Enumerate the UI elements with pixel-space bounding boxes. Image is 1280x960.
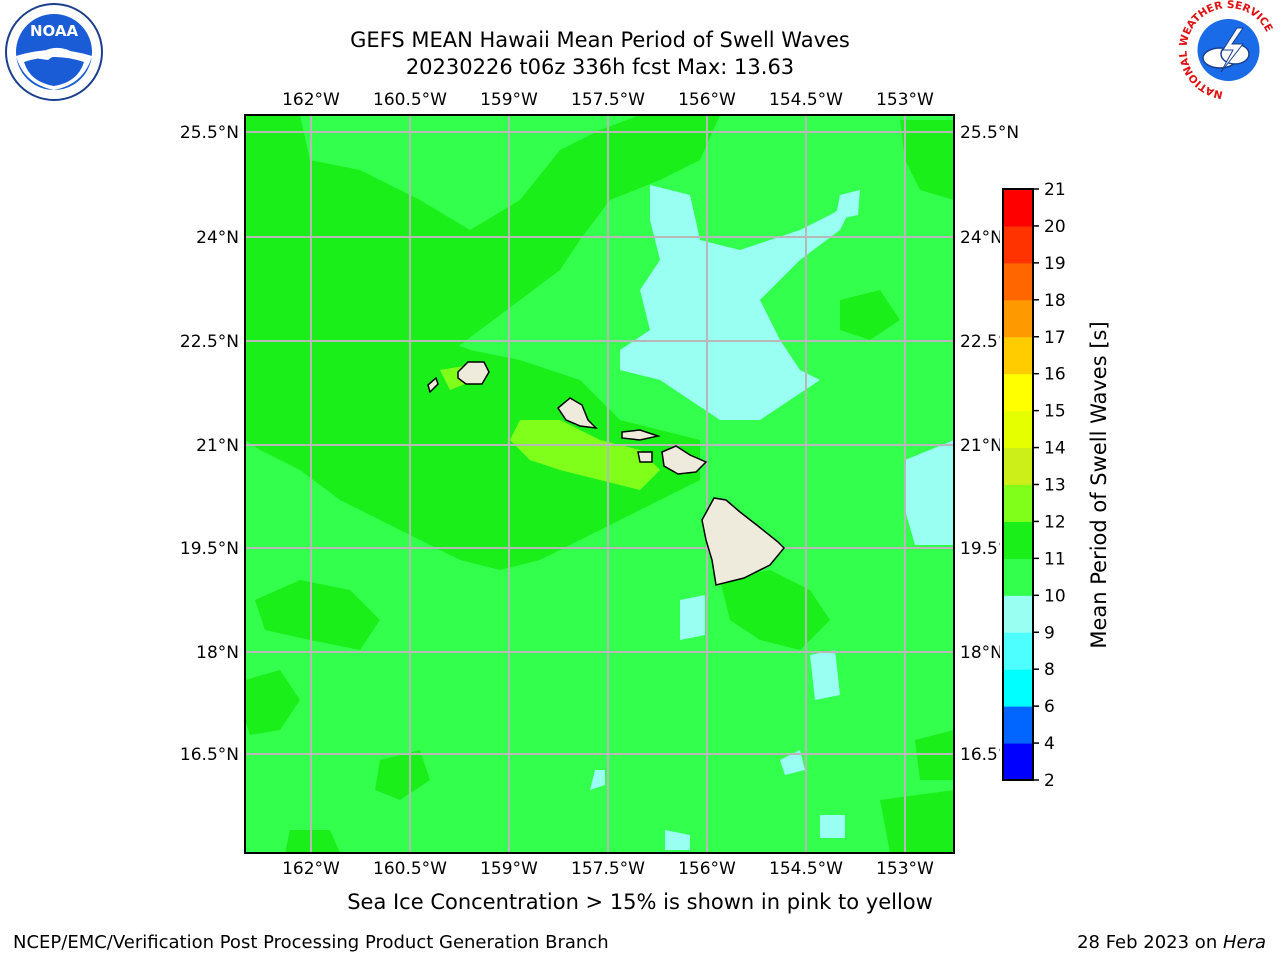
sea-ice-note: Sea Ice Concentration > 15% is shown in … (347, 890, 933, 914)
noaa-logo: NOAA (5, 3, 103, 101)
lon-label-bottom: 159°W (480, 859, 538, 879)
footer-branch: NCEP/EMC/Verification Post Processing Pr… (13, 932, 609, 953)
colorbar-tick-label: 18 (1044, 291, 1066, 311)
colorbar-tick-label: 6 (1044, 697, 1055, 717)
noaa-logo-text: NOAA (30, 22, 79, 40)
colorbar-swatch (1003, 373, 1033, 412)
lon-label-top: 159°W (480, 90, 538, 110)
lat-label-left: 18°N (196, 643, 239, 663)
colorbar-tick-label: 15 (1044, 402, 1066, 422)
colorbar-tick-label: 10 (1044, 586, 1066, 606)
lon-label-bottom: 157.5°W (571, 859, 645, 879)
colorbar-tick-label: 16 (1044, 365, 1066, 385)
colorbar-swatch (1003, 632, 1033, 670)
colorbar-tick-label: 17 (1044, 328, 1066, 348)
colorbar-tick-label: 8 (1044, 660, 1055, 680)
nws-logo: NATIONAL WEATHER SERVICE (1177, 0, 1277, 100)
lon-label-bottom: 154.5°W (769, 859, 843, 879)
colorbar-tick-label: 19 (1044, 254, 1066, 274)
lat-label-left: 16.5°N (180, 745, 239, 765)
period-band-9-10 (590, 185, 954, 850)
colorbar-swatch (1003, 189, 1033, 227)
footer-date-text: 28 Feb 2023 on (1077, 932, 1223, 953)
lon-labels-top: 162°W 160.5°W 159°W 157.5°W 156°W 154.5°… (282, 90, 934, 110)
colorbar-swatch (1003, 484, 1033, 522)
island-oahu (557, 397, 599, 430)
footer-date: 28 Feb 2023 on Hera (1077, 932, 1266, 953)
lon-label-bottom: 153°W (876, 859, 934, 879)
lon-label-top: 162°W (282, 90, 340, 110)
map-border (244, 114, 955, 854)
hawaiian-islands (427, 361, 786, 586)
island-maui (661, 445, 708, 475)
colorbar-tick-label: 2 (1044, 771, 1055, 791)
lon-labels-bottom: 162°W 160.5°W 159°W 157.5°W 156°W 154.5°… (282, 859, 934, 879)
lon-label-bottom: 162°W (282, 859, 340, 879)
colorbar-swatch (1003, 262, 1033, 301)
lat-label-left: 24°N (196, 228, 239, 248)
chart-title: GEFS MEAN Hawaii Mean Period of Swell Wa… (350, 28, 850, 52)
lat-label-right: 21°N (960, 436, 1003, 456)
period-band-11-12 (245, 115, 954, 853)
island-kauai (457, 361, 490, 385)
colorbar-swatch (1003, 743, 1033, 781)
colorbar-swatch (1003, 669, 1033, 707)
lon-label-top: 160.5°W (373, 90, 447, 110)
lon-label-top: 156°W (678, 90, 736, 110)
colorbar-swatch (1003, 336, 1033, 375)
island-lanai (637, 451, 653, 463)
colorbar-swatch (1003, 706, 1033, 744)
lon-label-top: 157.5°W (571, 90, 645, 110)
lat-label-right: 25.5°N (960, 123, 1019, 143)
colorbar-swatch (1003, 225, 1033, 264)
colorbar-tick-label: 9 (1044, 623, 1055, 643)
lat-label-left: 19.5°N (180, 539, 239, 559)
chart-subtitle: 20230226 t06z 336h fcst Max: 13.63 (405, 55, 795, 79)
map-plot-area (245, 115, 954, 853)
lat-label-right: 24°N (960, 228, 1003, 248)
island-hawaii (701, 497, 786, 586)
colorbar: 2 4 6 8 9 10 11 12 13 14 15 16 17 18 19 20 21 (1002, 180, 1066, 791)
colorbar-tick-label: 14 (1044, 439, 1066, 459)
lat-label-right: 18°N (960, 643, 1003, 663)
colorbar-swatch (1003, 410, 1033, 449)
footer-machine: Hera (1222, 932, 1266, 953)
colorbar-tick-label: 20 (1044, 217, 1066, 237)
colorbar-swatch (1003, 299, 1033, 338)
colorbar-tick-label: 4 (1044, 734, 1055, 754)
lon-label-bottom: 160.5°W (373, 859, 447, 879)
island-molokai (621, 429, 661, 441)
lon-label-top: 153°W (876, 90, 934, 110)
colorbar-swatch (1003, 521, 1033, 559)
colorbar-swatch (1003, 595, 1033, 633)
colorbar-swatch (1003, 447, 1033, 485)
lat-label-left: 22.5°N (180, 332, 239, 352)
graticule (245, 115, 954, 853)
colorbar-swatch (1003, 558, 1033, 596)
colorbar-tick-label: 21 (1044, 180, 1066, 200)
colorbar-tick-label: 12 (1044, 512, 1066, 532)
island-niihau (427, 376, 439, 394)
colorbar-label: Mean Period of Swell Waves [s] (1087, 321, 1111, 648)
lat-labels-left: 25.5°N 24°N 22.5°N 21°N 19.5°N 18°N 16.5… (180, 123, 239, 765)
lon-label-top: 154.5°W (769, 90, 843, 110)
colorbar-tick-label: 13 (1044, 476, 1066, 496)
lat-label-left: 21°N (196, 436, 239, 456)
lat-label-left: 25.5°N (180, 123, 239, 143)
lon-label-bottom: 156°W (678, 859, 736, 879)
colorbar-tick-label: 11 (1044, 549, 1066, 569)
